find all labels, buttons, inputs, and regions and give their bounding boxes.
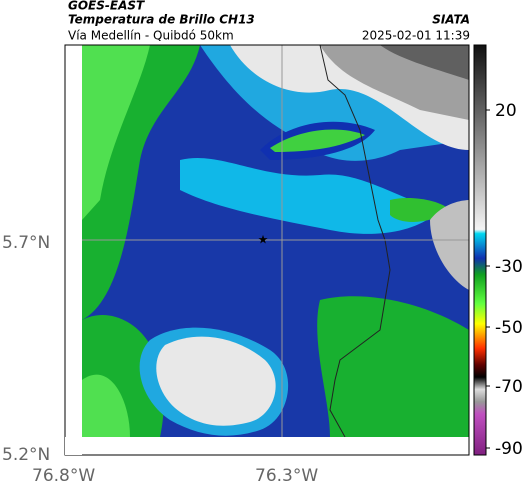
subtitle: Temperatura de Brillo CH13 [68, 13, 255, 27]
colorbar-tick-label: -70 [495, 377, 523, 397]
colorbar-ticks: 20 -30 -50 -70 -90 [486, 101, 523, 459]
map-margin [65, 437, 82, 455]
colorbar [473, 44, 487, 456]
colorbar-tick-label: -30 [495, 257, 523, 277]
title: GOES-EAST [68, 0, 145, 13]
lat-label: 5.2°N [2, 445, 50, 465]
lon-label: 76.8°W [32, 466, 95, 486]
lon-label: 76.3°W [255, 466, 318, 486]
colorbar-tick-label: 20 [495, 101, 517, 121]
source: SIATA [432, 13, 470, 27]
datetime: 2025-02-01 11:39 [362, 29, 470, 43]
colorbar-tick-label: -90 [495, 439, 523, 459]
city-marker: ★ [258, 233, 269, 247]
location: Vía Medellín - Quibdó 50km [68, 29, 234, 43]
satellite-image: ★ [82, 45, 469, 437]
map-frame [64, 44, 470, 456]
colorbar-tick-label: -50 [495, 318, 523, 338]
lat-label: 5.7°N [2, 233, 50, 253]
